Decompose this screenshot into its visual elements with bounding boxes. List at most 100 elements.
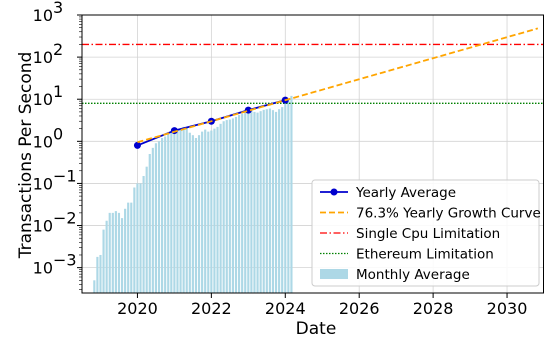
y-tick-label: 10	[33, 6, 53, 25]
monthly-average-bar	[188, 132, 191, 293]
monthly-average-bar	[265, 109, 268, 293]
monthly-average-bar	[250, 110, 253, 294]
monthly-average-bar	[228, 119, 231, 293]
y-axis-label: Transactions Per Second	[16, 52, 36, 260]
monthly-average-bar	[204, 129, 207, 293]
monthly-average-bar	[145, 166, 148, 293]
monthly-average-bar	[197, 135, 201, 293]
legend-entry-label: Ethereum Limitation	[356, 247, 494, 263]
monthly-average-bar	[176, 129, 179, 293]
y-tick-exponent: −3	[53, 251, 77, 270]
monthly-average-bar	[219, 123, 222, 293]
monthly-average-bar	[102, 229, 105, 293]
monthly-average-bar	[278, 109, 281, 293]
monthly-average-bar	[234, 116, 238, 293]
monthly-average-bar	[179, 128, 182, 293]
monthly-average-bar	[167, 133, 170, 293]
monthly-average-bar	[124, 208, 127, 293]
y-tick-label: 10	[33, 90, 53, 109]
monthly-average-bars	[93, 95, 293, 294]
monthly-average-bar	[244, 111, 247, 293]
monthly-average-bar	[130, 202, 133, 293]
x-tick-label: 2020	[117, 299, 158, 318]
legend-entry-label: Single Cpu Limitation	[356, 226, 500, 242]
monthly-average-bar	[154, 143, 157, 293]
y-tick-label: 10	[33, 132, 53, 151]
y-tick-label: 10	[33, 48, 53, 67]
monthly-average-bar	[136, 183, 139, 293]
monthly-average-bar	[170, 132, 173, 293]
monthly-average-bar	[157, 141, 161, 293]
x-tick-label: 2028	[413, 299, 454, 318]
monthly-average-bar	[287, 99, 290, 293]
legend-swatch-marker	[330, 188, 338, 196]
monthly-average-bar	[114, 211, 117, 293]
monthly-average-bar	[194, 137, 198, 293]
monthly-average-bar	[185, 127, 188, 294]
monthly-average-bar	[151, 147, 154, 293]
monthly-average-bar	[290, 95, 293, 294]
monthly-average-bar	[117, 212, 121, 293]
monthly-average-bar	[182, 126, 185, 293]
monthly-average-bar	[148, 154, 151, 293]
monthly-average-bar	[133, 187, 136, 293]
y-tick-exponent: −2	[53, 209, 77, 228]
monthly-average-bar	[284, 103, 287, 293]
y-tick-label: 10	[33, 259, 53, 278]
monthly-average-bar	[225, 120, 228, 293]
y-tick-exponent: 1	[53, 82, 63, 101]
y-tick-exponent: 0	[53, 124, 63, 143]
y-tick-label: 10	[33, 174, 53, 193]
monthly-average-bar	[247, 111, 250, 294]
monthly-average-bar	[99, 254, 102, 293]
monthly-average-bar	[268, 108, 271, 293]
monthly-average-bar	[213, 128, 216, 293]
monthly-average-bar	[207, 131, 210, 293]
monthly-average-bar	[96, 256, 99, 293]
legend-entry-label: 76.3% Yearly Growth Curve	[356, 206, 541, 222]
limitation-lines	[82, 43, 544, 104]
monthly-average-bar	[164, 136, 167, 293]
monthly-average-bar	[216, 126, 219, 293]
monthly-average-bar	[108, 212, 111, 293]
monthly-average-bar	[139, 183, 142, 293]
monthly-average-bar	[161, 137, 164, 293]
legend: Yearly Average 76.3% Yearly Growth Curve S…	[311, 179, 541, 287]
monthly-average-bar	[259, 111, 262, 294]
y-tick-exponent: 2	[53, 40, 63, 59]
monthly-average-bar	[281, 107, 284, 293]
y-tick-label: 10	[33, 217, 53, 236]
x-tick-label: 2024	[265, 299, 306, 318]
monthly-average-bar	[93, 280, 96, 293]
y-tick-exponent: −1	[53, 166, 77, 185]
monthly-average-bar	[222, 121, 225, 293]
monthly-average-bar	[142, 176, 145, 293]
monthly-average-bar	[173, 130, 176, 293]
series-lines	[133, 27, 539, 149]
monthly-average-bar	[111, 212, 114, 293]
x-tick-label: 2030	[487, 299, 528, 318]
yearly-average-point	[133, 141, 141, 149]
monthly-average-bar	[231, 118, 234, 293]
monthly-average-bar	[210, 130, 213, 293]
growth-curve-line	[137, 27, 539, 144]
legend-swatch-monthly	[320, 269, 348, 279]
x-tick-label: 2022	[191, 299, 232, 318]
legend-entry-label: Monthly Average	[356, 267, 470, 283]
monthly-average-bar	[274, 111, 278, 293]
monthly-average-bar	[253, 111, 256, 293]
monthly-average-bar	[256, 112, 259, 293]
monthly-average-bar	[241, 113, 244, 293]
monthly-average-bar	[271, 110, 275, 294]
y-tick-exponent: 3	[53, 0, 63, 17]
x-axis-label: Date	[296, 319, 337, 339]
monthly-average-bar	[201, 131, 204, 293]
monthly-average-bar	[105, 220, 108, 293]
monthly-average-bar	[262, 109, 265, 293]
monthly-average-bar	[120, 218, 124, 293]
monthly-average-bar	[191, 135, 194, 293]
x-tick-label: 2026	[339, 299, 380, 318]
legend-box	[311, 179, 540, 287]
